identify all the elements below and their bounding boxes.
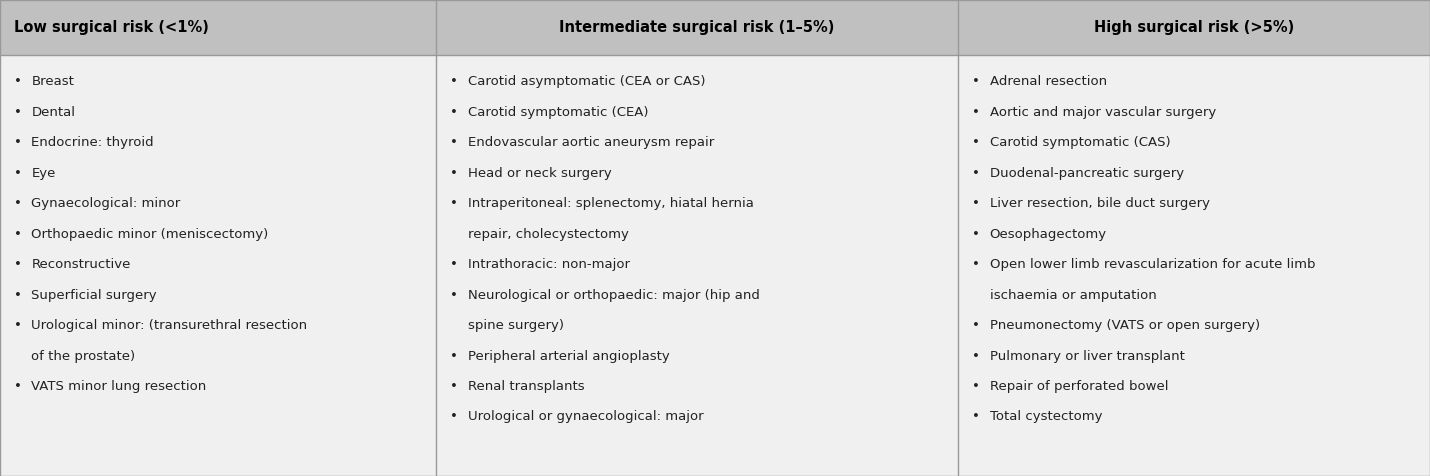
- Text: •: •: [972, 410, 981, 424]
- Text: •: •: [972, 228, 981, 241]
- Text: •: •: [972, 75, 981, 89]
- Text: Gynaecological: minor: Gynaecological: minor: [31, 197, 180, 210]
- Text: Orthopaedic minor (meniscectomy): Orthopaedic minor (meniscectomy): [31, 228, 269, 241]
- Text: Urological minor: (transurethral resection: Urological minor: (transurethral resecti…: [31, 319, 307, 332]
- Text: High surgical risk (>5%): High surgical risk (>5%): [1094, 20, 1294, 35]
- Text: Peripheral arterial angioplasty: Peripheral arterial angioplasty: [468, 349, 669, 363]
- Text: Neurological or orthopaedic: major (hip and: Neurological or orthopaedic: major (hip …: [468, 288, 759, 302]
- Text: •: •: [450, 349, 459, 363]
- Text: •: •: [14, 75, 23, 89]
- Text: Intraperitoneal: splenectomy, hiatal hernia: Intraperitoneal: splenectomy, hiatal her…: [468, 197, 754, 210]
- Text: •: •: [14, 380, 23, 393]
- Text: •: •: [14, 136, 23, 149]
- Text: •: •: [972, 319, 981, 332]
- Text: Low surgical risk (<1%): Low surgical risk (<1%): [14, 20, 209, 35]
- Text: Oesophagectomy: Oesophagectomy: [990, 228, 1107, 241]
- Text: Repair of perforated bowel: Repair of perforated bowel: [990, 380, 1168, 393]
- Text: Urological or gynaecological: major: Urological or gynaecological: major: [468, 410, 704, 424]
- Text: •: •: [450, 258, 459, 271]
- Text: of the prostate): of the prostate): [31, 349, 136, 363]
- Text: Total cystectomy: Total cystectomy: [990, 410, 1103, 424]
- Text: •: •: [972, 349, 981, 363]
- Text: spine surgery): spine surgery): [468, 319, 563, 332]
- Text: Duodenal-pancreatic surgery: Duodenal-pancreatic surgery: [990, 167, 1184, 180]
- Text: Endocrine: thyroid: Endocrine: thyroid: [31, 136, 154, 149]
- Text: •: •: [450, 410, 459, 424]
- Text: •: •: [450, 136, 459, 149]
- Text: Pulmonary or liver transplant: Pulmonary or liver transplant: [990, 349, 1184, 363]
- Text: •: •: [14, 197, 23, 210]
- Text: Renal transplants: Renal transplants: [468, 380, 585, 393]
- Text: Endovascular aortic aneurysm repair: Endovascular aortic aneurysm repair: [468, 136, 714, 149]
- Text: Aortic and major vascular surgery: Aortic and major vascular surgery: [990, 106, 1216, 119]
- Text: •: •: [972, 197, 981, 210]
- Text: Liver resection, bile duct surgery: Liver resection, bile duct surgery: [990, 197, 1210, 210]
- Text: Head or neck surgery: Head or neck surgery: [468, 167, 612, 180]
- Text: •: •: [14, 258, 23, 271]
- Text: •: •: [450, 106, 459, 119]
- Text: •: •: [14, 319, 23, 332]
- Text: Carotid asymptomatic (CEA or CAS): Carotid asymptomatic (CEA or CAS): [468, 75, 705, 89]
- Text: •: •: [972, 167, 981, 180]
- Text: Eye: Eye: [31, 167, 56, 180]
- Text: Pneumonectomy (VATS or open surgery): Pneumonectomy (VATS or open surgery): [990, 319, 1260, 332]
- Text: •: •: [14, 288, 23, 302]
- Text: •: •: [14, 106, 23, 119]
- Text: Carotid symptomatic (CAS): Carotid symptomatic (CAS): [990, 136, 1170, 149]
- Text: Superficial surgery: Superficial surgery: [31, 288, 157, 302]
- Text: •: •: [972, 380, 981, 393]
- Text: •: •: [450, 380, 459, 393]
- Bar: [436, 0, 958, 55]
- Text: Intrathoracic: non-major: Intrathoracic: non-major: [468, 258, 629, 271]
- Text: Breast: Breast: [31, 75, 74, 89]
- Text: Intermediate surgical risk (1–5%): Intermediate surgical risk (1–5%): [559, 20, 835, 35]
- Text: Reconstructive: Reconstructive: [31, 258, 130, 271]
- Text: ischaemia or amputation: ischaemia or amputation: [990, 288, 1157, 302]
- Bar: [0, 0, 436, 55]
- Bar: [958, 0, 1430, 55]
- Text: Dental: Dental: [31, 106, 76, 119]
- Text: •: •: [972, 106, 981, 119]
- Text: •: •: [14, 228, 23, 241]
- Text: repair, cholecystectomy: repair, cholecystectomy: [468, 228, 629, 241]
- Text: •: •: [450, 75, 459, 89]
- Text: •: •: [14, 167, 23, 180]
- Text: VATS minor lung resection: VATS minor lung resection: [31, 380, 207, 393]
- Text: Adrenal resection: Adrenal resection: [990, 75, 1107, 89]
- Text: •: •: [450, 167, 459, 180]
- Text: •: •: [450, 197, 459, 210]
- Text: •: •: [450, 288, 459, 302]
- Text: •: •: [972, 258, 981, 271]
- Text: Open lower limb revascularization for acute limb: Open lower limb revascularization for ac…: [990, 258, 1316, 271]
- Text: •: •: [972, 136, 981, 149]
- Text: Carotid symptomatic (CEA): Carotid symptomatic (CEA): [468, 106, 648, 119]
